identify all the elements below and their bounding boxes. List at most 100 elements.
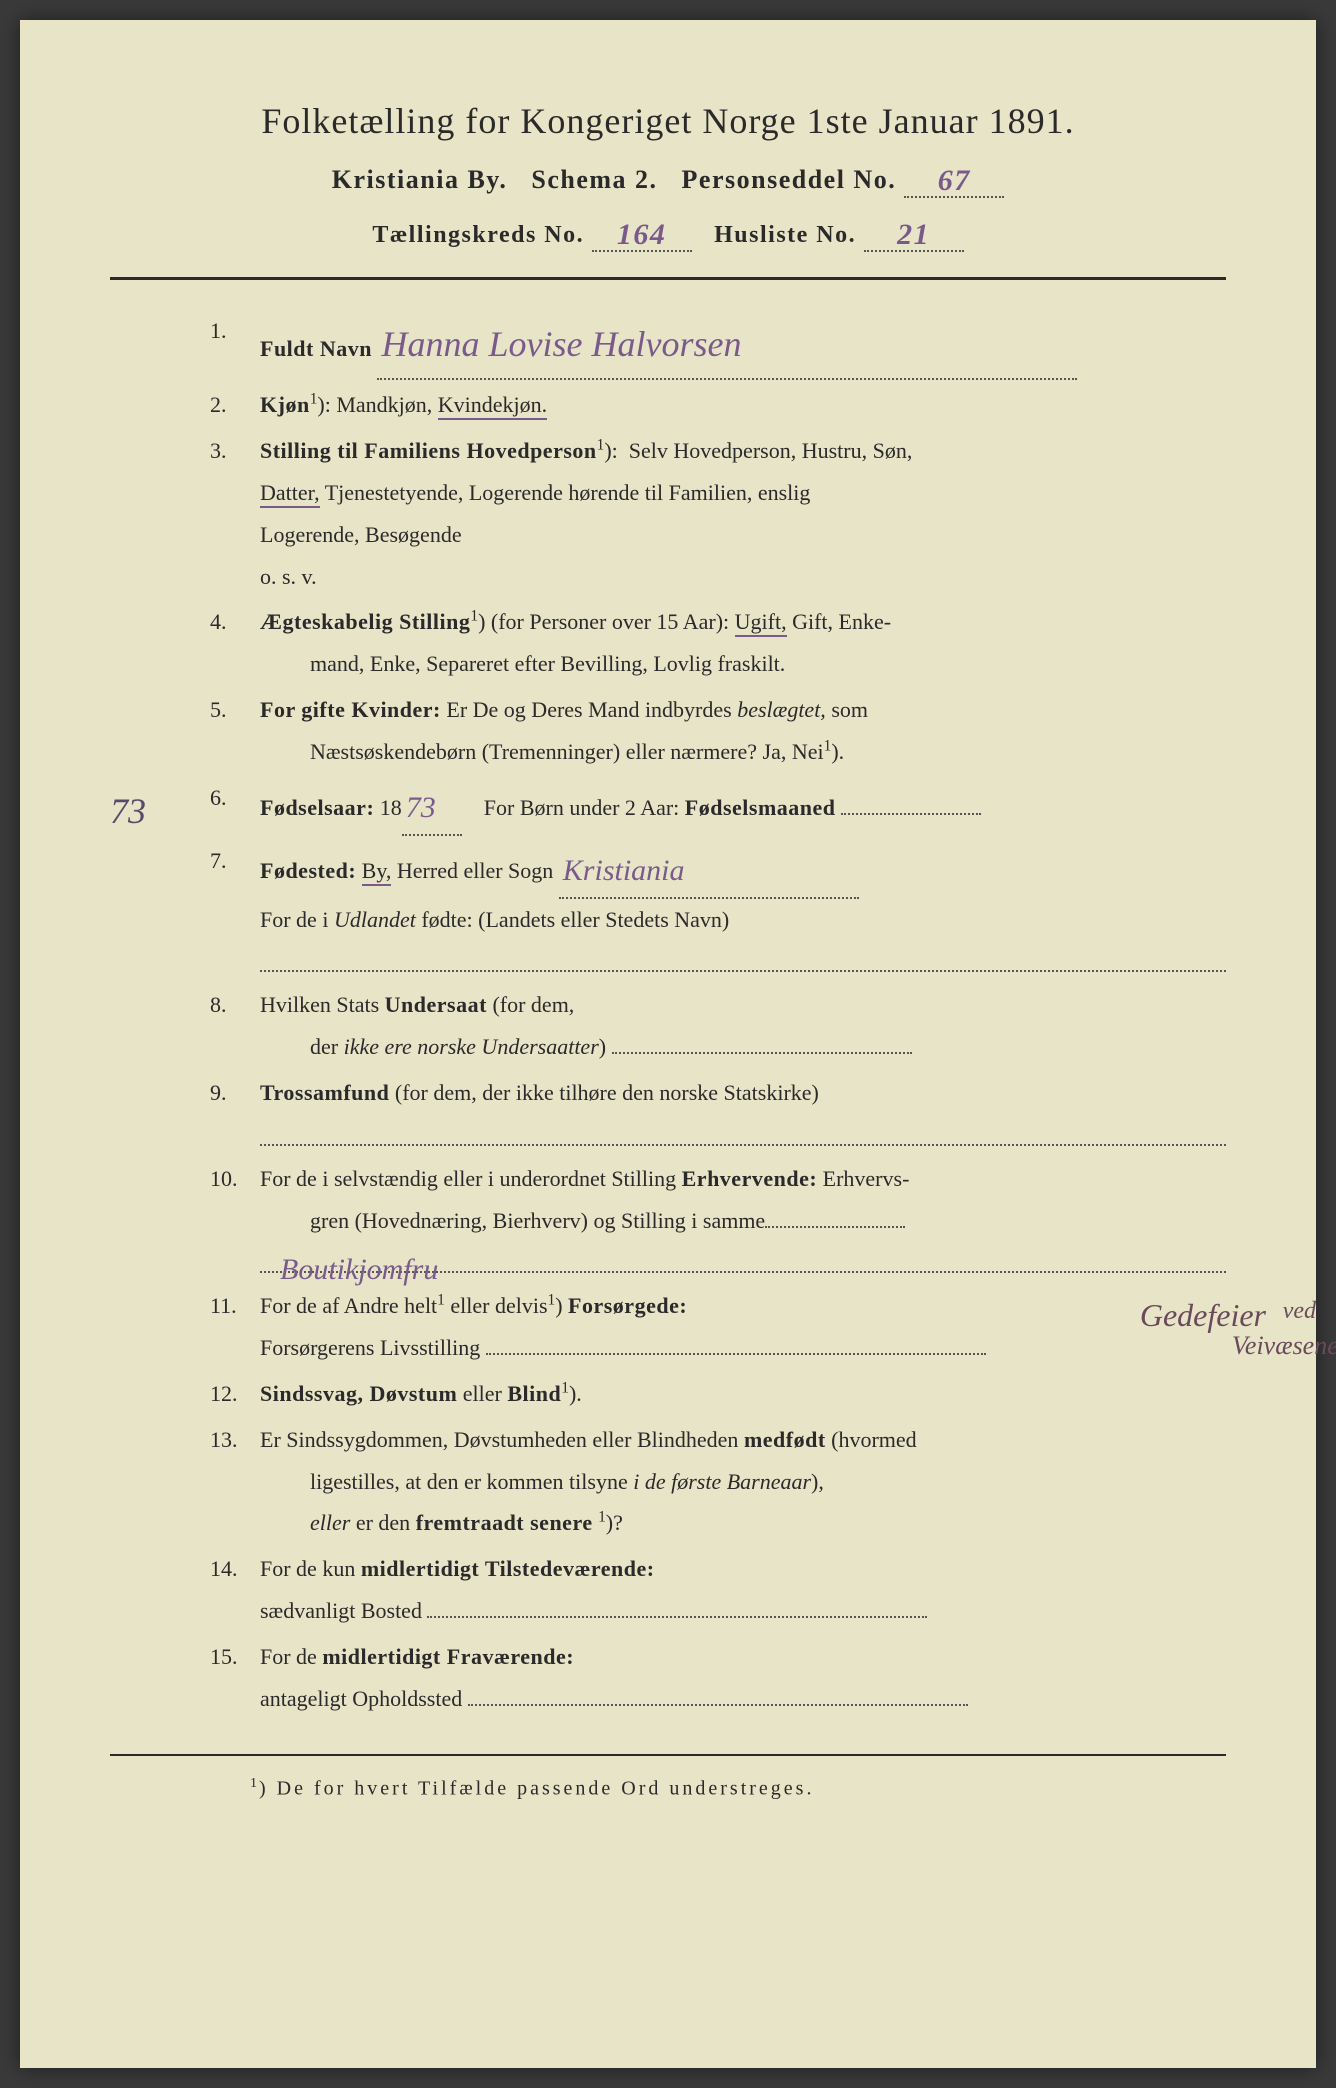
sindssvag-sup: 1 xyxy=(561,1380,569,1397)
r13-text1: Er Sindssygdommen, Døvstumheden eller Bl… xyxy=(260,1427,744,1452)
row-8: 8. Hvilken Stats Undersaat (for dem, der… xyxy=(210,984,1226,1068)
forsorgede-text1: For de af Andre helt xyxy=(260,1293,437,1318)
erhvervende-bold: Erhvervende: xyxy=(682,1166,818,1191)
row-6: 73 6. Fødselsaar: 1873 For Børn under 2 … xyxy=(210,777,1226,836)
stilling-sup: 1 xyxy=(597,437,605,454)
row-content-14: For de kun midlertidigt Tilstedeværende:… xyxy=(260,1548,1226,1632)
row-content-5: For gifte Kvinder: Er De og Deres Mand i… xyxy=(260,689,1226,773)
row-content-7: Fødested: By, Herred eller Sogn Kristian… xyxy=(260,840,1226,981)
forsorgede-text3: ) xyxy=(555,1293,568,1318)
fodselsaar-label: Fødselsaar: xyxy=(260,795,374,820)
schema-label: Schema 2. xyxy=(531,165,657,194)
undersaat-field xyxy=(612,1052,912,1054)
row-14: 14. For de kun midlertidigt Tilstedevære… xyxy=(210,1548,1226,1632)
row-content-12: Sindssvag, Døvstum eller Blind1). xyxy=(260,1373,1226,1415)
forsorgede-bold: Forsørgede: xyxy=(568,1293,687,1318)
erhvervende-text2: Erhvervs- xyxy=(817,1166,909,1191)
sindssvag-label: Sindssvag, Døvstum xyxy=(260,1381,457,1406)
header-divider xyxy=(110,277,1226,280)
row-content-13: Er Sindssygdommen, Døvstumheden eller Bl… xyxy=(260,1419,1226,1544)
fodested-line2b: fødte: (Landets eller Stedets Navn) xyxy=(416,907,729,932)
undersaat-line1b: (for dem, xyxy=(487,992,574,1017)
row-num-5: 5. xyxy=(210,689,260,773)
undersaat-line1: Hvilken Stats xyxy=(260,992,385,1017)
erhvervende-text1: For de i selvstændig eller i underordnet… xyxy=(260,1166,682,1191)
taellingskreds-label: Tællingskreds No. xyxy=(372,222,584,248)
r15-field xyxy=(468,1704,968,1706)
row-num-15: 15. xyxy=(210,1636,260,1720)
row-content-1: Fuldt Navn Hanna Lovise Halvorsen xyxy=(260,310,1226,380)
row-num-12: 12. xyxy=(210,1373,260,1415)
row-num-13: 13. xyxy=(210,1419,260,1544)
name-value: Hanna Lovise Halvorsen xyxy=(381,324,741,364)
row-num-8: 8. xyxy=(210,984,260,1068)
kjon-selected: Kvindekjøn. xyxy=(438,392,547,420)
blind-label: Blind xyxy=(507,1381,561,1406)
erhvervende-field1 xyxy=(765,1226,905,1228)
forsorgede-line2: Forsørgerens Livsstilling xyxy=(260,1335,480,1360)
row-num-9: 9. xyxy=(210,1072,260,1154)
forsorgede-sup1: 1 xyxy=(437,1292,445,1309)
row-num-14: 14. xyxy=(210,1548,260,1632)
r15-line2: antageligt Opholdssted xyxy=(260,1686,462,1711)
erhvervende-line2: gren (Hovednæring, Bierhverv) og Stillin… xyxy=(260,1208,765,1233)
r13-sup: 1 xyxy=(598,1509,606,1526)
row-13: 13. Er Sindssygdommen, Døvstumheden elle… xyxy=(210,1419,1226,1544)
r13-line3a: eller xyxy=(260,1510,350,1535)
taellingskreds-no: 164 xyxy=(617,218,667,251)
fodested-label: Fødested: xyxy=(260,858,356,883)
main-title: Folketælling for Kongeriget Norge 1ste J… xyxy=(110,100,1226,142)
row-content-2: Kjøn1): Mandkjøn, Kvindekjøn. xyxy=(260,384,1226,426)
husliste-label: Husliste No. xyxy=(714,222,856,248)
row-num-11: 11. xyxy=(210,1285,260,1369)
r13-line3b: er den xyxy=(350,1510,415,1535)
form-body: 1. Fuldt Navn Hanna Lovise Halvorsen 2. … xyxy=(110,310,1226,1719)
forsorgede-field xyxy=(486,1353,986,1355)
aegteskab-text1: ) (for Personer over 15 Aar): xyxy=(478,609,735,634)
fodested-selected: By, xyxy=(362,858,392,886)
stilling-line1a: Selv Hovedperson, Hustru, Søn, xyxy=(629,438,913,463)
r13-italic1: i de første Barneaar xyxy=(633,1469,811,1494)
aegteskab-selected: Ugift, xyxy=(735,609,787,637)
maaned-field xyxy=(841,813,981,815)
row-2: 2. Kjøn1): Mandkjøn, Kvindekjøn. xyxy=(210,384,1226,426)
row-content-11: For de af Andre helt1 eller delvis1) For… xyxy=(260,1285,1226,1369)
row-1: 1. Fuldt Navn Hanna Lovise Halvorsen xyxy=(210,310,1226,380)
row-content-4: Ægteskabelig Stilling1) (for Personer ov… xyxy=(260,601,1226,685)
r13-line2b: ), xyxy=(811,1469,824,1494)
row-content-3: Stilling til Familiens Hovedperson1): Se… xyxy=(260,430,1226,597)
row-7: 7. Fødested: By, Herred eller Sogn Krist… xyxy=(210,840,1226,981)
row-content-9: Trossamfund (for dem, der ikke tilhøre d… xyxy=(260,1072,1226,1154)
aegteskab-line2: mand, Enke, Separeret efter Bevilling, L… xyxy=(260,651,785,676)
trossamfund-blank xyxy=(260,1122,1226,1146)
row-num-6: 6. xyxy=(210,777,260,836)
row-content-10: For de i selvstændig eller i underordnet… xyxy=(260,1158,1226,1282)
kjon-label: Kjøn xyxy=(260,392,310,417)
row-11: 11. For de af Andre helt1 eller delvis1)… xyxy=(210,1285,1226,1369)
r13-line2a: ligestilles, at den er kommen tilsyne xyxy=(260,1469,633,1494)
r14-field xyxy=(427,1616,927,1618)
row-4: 4. Ægteskabelig Stilling1) (for Personer… xyxy=(210,601,1226,685)
year-prefix: 18 xyxy=(380,795,402,820)
r15-bold1: midlertidigt Fraværende: xyxy=(322,1644,574,1669)
fodested-value: Kristiania xyxy=(563,854,685,887)
r14-line2: sædvanligt Bosted xyxy=(260,1598,422,1623)
stilling-line1b: Tjenestetyende, Logerende hørende til Fa… xyxy=(325,480,811,505)
taellingskreds-no-field: 164 xyxy=(592,216,692,252)
fodested-italic1: Udlandet xyxy=(334,907,416,932)
kjon-options: Mandkjøn, xyxy=(336,392,437,417)
row-num-3: 3. xyxy=(210,430,260,597)
r13-line3c: )? xyxy=(606,1510,623,1535)
undersaat-bold: Undersaat xyxy=(385,992,487,1017)
sindssvag-text: eller xyxy=(457,1381,507,1406)
footnote-sup: 1 xyxy=(250,1776,259,1791)
undersaat-line2b: ) xyxy=(599,1034,606,1059)
row-content-6: Fødselsaar: 1873 For Børn under 2 Aar: F… xyxy=(260,777,1226,836)
kjon-sup: 1 xyxy=(310,391,318,408)
aegteskab-sup: 1 xyxy=(470,608,478,625)
row-3: 3. Stilling til Familiens Hovedperson1):… xyxy=(210,430,1226,597)
born-text: For Børn under 2 Aar: xyxy=(484,795,680,820)
row-5: 5. For gifte Kvinder: Er De og Deres Man… xyxy=(210,689,1226,773)
census-form-page: Folketælling for Kongeriget Norge 1ste J… xyxy=(20,20,1316,2068)
footnote-divider xyxy=(110,1754,1226,1756)
